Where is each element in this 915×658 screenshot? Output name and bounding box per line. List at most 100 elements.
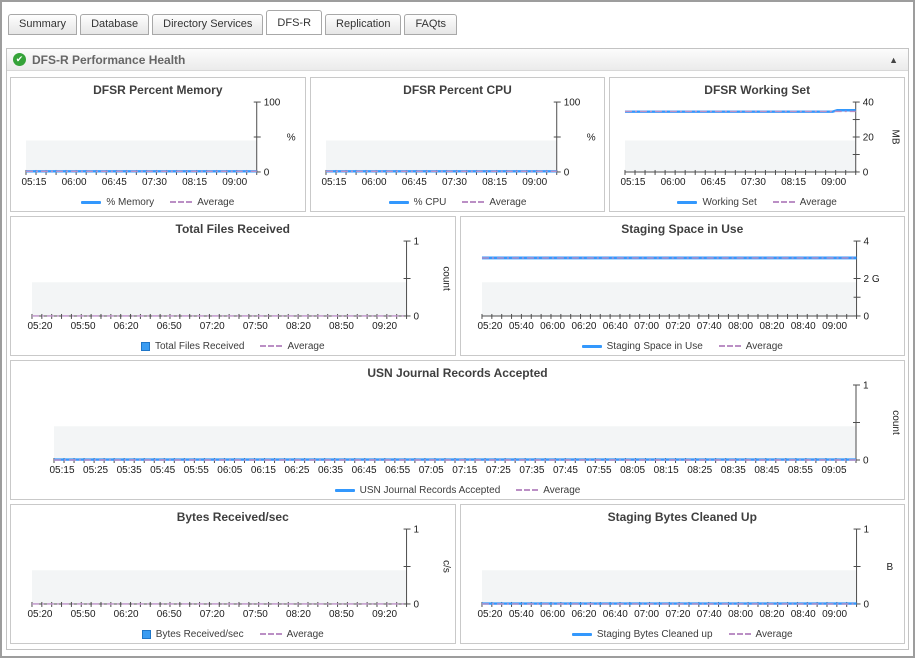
collapse-panel-icon[interactable]: ▲ [889,54,898,65]
svg-text:08:40: 08:40 [790,321,815,332]
svg-text:05:40: 05:40 [508,609,533,620]
svg-text:09:20: 09:20 [372,609,397,620]
svg-text:05:50: 05:50 [71,609,96,620]
svg-text:0: 0 [414,311,420,322]
chart-legend: Staging Space in Use Average [461,337,905,355]
chart-card-dfsr-percent-memory: DFSR Percent Memory 0 100% 05:15 06:00 06:45… [10,77,306,212]
svg-text:100: 100 [563,98,580,109]
svg-text:05:15: 05:15 [21,177,46,188]
chart-canvas-staging-space-in-use[interactable]: 0 2 G 4 05:20 05:40 06:00 06:20 06:40 07:00 07:20… [461,236,905,337]
average-label: Average [286,628,324,640]
chart-card-staging-bytes-cleaned-up: Staging Bytes Cleaned Up 0 1 B 05:20 05:40 06… [459,504,905,644]
chart-title: Total Files Received [175,222,291,236]
average-dash-swatch [772,201,795,203]
svg-text:2 G: 2 G [863,274,879,285]
tab-summary[interactable]: Summary [8,14,78,35]
chart-canvas-staging-bytes-cleaned-up[interactable]: 0 1 B 05:20 05:40 06:00 06:20 06:40 07:00 07:20 07… [461,524,905,625]
series-line-swatch [388,200,409,204]
chart-row-3: USN Journal Records Accepted 0 1 count 05:1… [10,360,905,500]
series-bar-swatch [141,629,151,639]
svg-text:20: 20 [863,133,875,144]
svg-text:07:35: 07:35 [519,465,544,476]
panel-body: DFSR Percent Memory 0 100% 05:15 06:00 06:45… [7,71,908,650]
chart-legend: Staging Bytes Cleaned up Average [461,625,905,643]
svg-text:08:20: 08:20 [286,609,311,620]
svg-text:05:45: 05:45 [150,465,175,476]
svg-text:%: % [586,133,595,144]
svg-text:0: 0 [414,599,420,610]
tab-replication[interactable]: Replication [325,14,402,35]
average-label: Average [755,628,793,640]
svg-text:07:20: 07:20 [200,609,225,620]
average-label: Average [543,484,581,496]
svg-text:06:25: 06:25 [284,465,309,476]
svg-text:08:15: 08:15 [654,465,679,476]
tab-database[interactable]: Database [80,14,150,35]
svg-text:0: 0 [264,167,270,178]
svg-text:09:20: 09:20 [372,321,397,332]
chart-canvas-dfsr-percent-cpu[interactable]: 0 100% 05:15 06:00 06:45 07:30 08:15 09:00 [311,97,605,193]
series-label: Total Files Received [154,340,245,352]
svg-text:08:25: 08:25 [687,465,712,476]
svg-text:08:15: 08:15 [182,177,207,188]
svg-text:06:05: 06:05 [217,465,242,476]
svg-text:08:05: 08:05 [620,465,645,476]
svg-text:08:35: 08:35 [721,465,746,476]
svg-text:1: 1 [863,525,869,536]
chart-card-staging-space-in-use: Staging Space in Use 0 2 G 4 05:20 05:40 06:0… [459,216,905,356]
average-dash-swatch [260,345,283,347]
svg-text:count: count [441,266,452,291]
svg-text:08:55: 08:55 [788,465,813,476]
chart-title: DFSR Percent CPU [403,83,512,97]
series-line-swatch [334,488,355,492]
chart-card-bytes-received-sec: Bytes Received/sec 0 1 c/s 05:20 05:50 06:20 0… [10,504,456,644]
chart-canvas-usn-journal-records-accepted[interactable]: 0 1 count 05:15 05:25 05:35 05:45 05:55 06:05 06:… [11,380,904,481]
svg-text:4: 4 [863,237,869,248]
chart-canvas-dfsr-percent-memory[interactable]: 0 100% 05:15 06:00 06:45 07:30 08:15 09:00 [11,97,305,193]
svg-text:100: 100 [264,98,281,109]
svg-text:09:00: 09:00 [822,609,847,620]
chart-canvas-dfsr-working-set[interactable]: 0 20 40 MB 05:15 06:00 06:45 07:30 08:15 09:00 [610,97,904,193]
chart-title: Bytes Received/sec [176,510,289,524]
chart-card-dfsr-percent-cpu: DFSR Percent CPU 0 100% 05:15 06:00 06:45 07:… [309,77,606,212]
svg-text:05:40: 05:40 [508,321,533,332]
svg-text:08:15: 08:15 [482,177,507,188]
svg-text:0: 0 [863,599,869,610]
svg-text:05:50: 05:50 [71,321,96,332]
svg-text:05:15: 05:15 [49,465,74,476]
average-label: Average [489,196,527,208]
average-dash-swatch [259,633,282,635]
svg-text:08:50: 08:50 [329,321,354,332]
chart-legend: % CPU Average [311,193,605,211]
svg-text:08:50: 08:50 [329,609,354,620]
svg-text:06:15: 06:15 [251,465,276,476]
chart-card-total-files-received: Total Files Received 0 1 count 05:20 05:50 06… [10,216,456,356]
series-label: USN Journal Records Accepted [359,484,501,496]
svg-text:07:50: 07:50 [243,609,268,620]
svg-text:07:30: 07:30 [442,177,467,188]
svg-text:06:00: 06:00 [661,177,686,188]
chart-canvas-bytes-received-sec[interactable]: 0 1 c/s 05:20 05:50 06:20 06:50 07:20 07:50 08:20… [11,524,455,625]
chart-card-dfsr-working-set: DFSR Working Set 0 20 40 MB 05:15 06:00 06:45 0… [609,77,906,212]
series-label: Staging Space in Use [606,340,703,352]
chart-canvas-total-files-received[interactable]: 0 1 count 05:20 05:50 06:20 06:50 07:20 07:50 08:… [11,236,455,337]
svg-text:07:05: 07:05 [419,465,444,476]
svg-text:06:20: 06:20 [571,321,596,332]
health-status-ok-icon: ✔ [13,53,26,66]
svg-text:count: count [890,410,901,435]
svg-text:05:25: 05:25 [83,465,108,476]
average-dash-swatch [728,633,751,635]
svg-text:07:20: 07:20 [200,321,225,332]
svg-text:06:40: 06:40 [602,609,627,620]
tab-faqts[interactable]: FAQts [404,14,457,35]
svg-text:09:00: 09:00 [222,177,247,188]
svg-text:06:35: 06:35 [318,465,343,476]
tab-dfs-r[interactable]: DFS-R [266,10,323,35]
average-label: Average [799,196,837,208]
svg-text:07:45: 07:45 [553,465,578,476]
chart-title: DFSR Working Set [704,83,811,97]
chart-legend: Working Set Average [610,193,904,211]
svg-text:06:45: 06:45 [401,177,426,188]
tab-directory-services[interactable]: Directory Services [152,14,264,35]
svg-text:08:00: 08:00 [728,609,753,620]
